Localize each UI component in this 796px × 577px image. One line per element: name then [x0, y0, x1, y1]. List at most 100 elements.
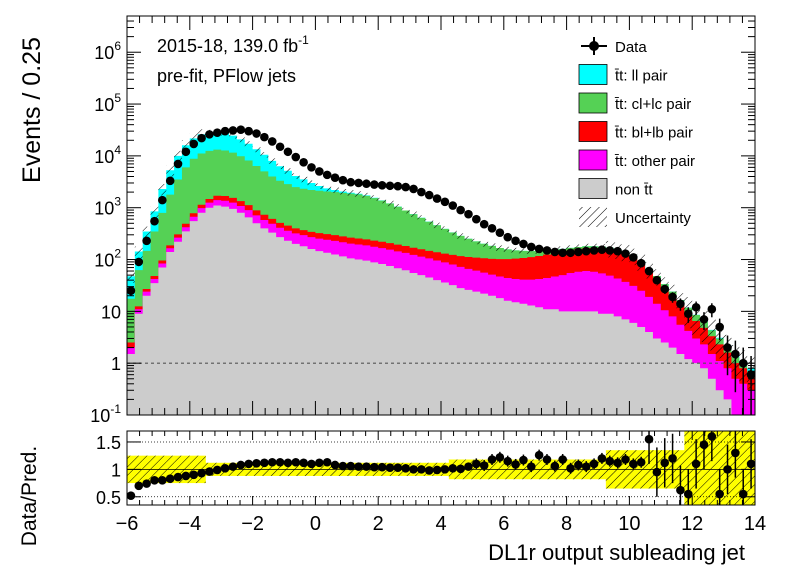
- ratio-point: [636, 457, 646, 467]
- uncertainty-bin: [362, 192, 371, 199]
- uncertainty-bin: [480, 241, 489, 247]
- data-point: [652, 275, 662, 285]
- legend-data-marker: [589, 41, 599, 51]
- ratio-band-hatch: [715, 431, 724, 505]
- data-point: [377, 181, 387, 190]
- ratio-y-tick-label: 1: [111, 460, 121, 480]
- uncertainty-bin: [503, 246, 512, 253]
- legend-swatch: [578, 64, 608, 85]
- data-point: [417, 187, 426, 197]
- ratio-point: [581, 462, 591, 471]
- data-point: [566, 248, 575, 258]
- ratio-point: [142, 479, 151, 488]
- ratio-point: [715, 489, 724, 499]
- legend-label: Uncertainty: [615, 210, 691, 227]
- uncertainty-bin: [166, 165, 175, 177]
- ratio-point: [205, 467, 214, 476]
- data-point: [715, 322, 724, 332]
- ratio-point: [424, 466, 434, 475]
- ratio-point: [699, 440, 709, 450]
- ratio-points: [127, 431, 755, 505]
- uncertainty-bin: [393, 204, 402, 210]
- ratio-point: [613, 458, 622, 468]
- y-tick-label: 1: [111, 354, 121, 374]
- data-point: [424, 190, 434, 200]
- data-point: [605, 246, 615, 255]
- ratio-point: [181, 471, 191, 481]
- legend-entry: t̄t: other pair: [578, 149, 695, 171]
- legend-entry: Uncertainty: [579, 207, 691, 227]
- ratio-point: [676, 485, 685, 495]
- uncertainty-bin: [409, 211, 418, 218]
- ratio-point: [197, 468, 206, 478]
- data-point: [236, 125, 246, 134]
- y-tick-exponent: 6: [114, 39, 121, 53]
- data-point: [542, 246, 552, 255]
- ratio-point: [236, 460, 246, 470]
- uncertainty-bin: [291, 173, 300, 179]
- ratio-point: [534, 450, 544, 460]
- uncertainty-bin: [346, 190, 355, 196]
- ratio-point: [362, 462, 371, 471]
- ratio-point: [307, 459, 316, 469]
- data-point: [315, 167, 324, 176]
- legend-label: t̄t: cl+lc pair: [614, 96, 691, 113]
- legend: Data t̄t: ll pair t̄t: cl+lc pair t̄t: bl+l…: [578, 37, 695, 227]
- uncertainty-bin: [127, 271, 135, 283]
- uncertainty-bin: [707, 319, 716, 351]
- ratio-point: [526, 462, 536, 471]
- ratio-point: [464, 462, 473, 471]
- ratio-band-hatch: [707, 431, 717, 505]
- ratio-point: [723, 465, 732, 474]
- ratio-point: [472, 459, 481, 469]
- uncertainty-bin: [511, 247, 520, 254]
- uncertainty-bin: [386, 200, 394, 207]
- uncertainty-bin: [425, 219, 434, 225]
- data-point: [150, 216, 159, 226]
- data-point: [456, 205, 465, 215]
- uncertainty-bin: [323, 185, 332, 192]
- data-point: [369, 180, 379, 189]
- ratio-point: [574, 460, 583, 470]
- ratio-point: [621, 455, 630, 464]
- x-tick-label: 10: [618, 513, 640, 535]
- data-point: [299, 158, 308, 167]
- data-point: [267, 137, 277, 146]
- ratio-point: [189, 470, 199, 480]
- data-point: [291, 152, 301, 162]
- data-point: [495, 228, 505, 237]
- uncertainty-bin: [464, 236, 473, 242]
- x-tick-label: −2: [241, 513, 264, 535]
- uncertainty-bin: [315, 183, 324, 189]
- uncertainty-bin: [495, 245, 504, 251]
- legend-label: non t̄t: [615, 182, 653, 199]
- data-point: [330, 173, 340, 182]
- x-tick-label: 12: [681, 513, 703, 535]
- ratio-point: [487, 455, 497, 464]
- ratio-point: [589, 459, 599, 469]
- data-points: [127, 125, 755, 415]
- data-point: [205, 130, 214, 139]
- data-point: [212, 128, 222, 138]
- uncertainty-bin: [692, 304, 701, 336]
- y-tick-label: 103: [94, 195, 121, 219]
- uncertainty-bin: [456, 233, 465, 239]
- uncertainty-bin: [307, 180, 316, 186]
- y-tick-label: 102: [94, 247, 121, 271]
- y-tick-label: 105: [94, 91, 121, 115]
- y-tick-base: 1: [111, 354, 121, 374]
- data-point: [181, 147, 191, 157]
- y-tick-exponent: 3: [114, 195, 121, 209]
- ratio-point: [220, 463, 230, 473]
- legend-entry: t̄t: ll pair: [578, 64, 668, 85]
- uncertainty-bin: [260, 152, 269, 158]
- data-point: [550, 247, 560, 257]
- ratio-point: [683, 489, 693, 499]
- legend-entry: t̄t: bl+lb pair: [578, 121, 693, 142]
- ratio-point: [566, 463, 575, 473]
- x-tick-label: 6: [498, 513, 509, 535]
- data-point: [346, 177, 356, 187]
- x-tick-label: −4: [178, 513, 201, 535]
- ratio-point: [707, 432, 717, 441]
- ratio-point: [322, 457, 332, 467]
